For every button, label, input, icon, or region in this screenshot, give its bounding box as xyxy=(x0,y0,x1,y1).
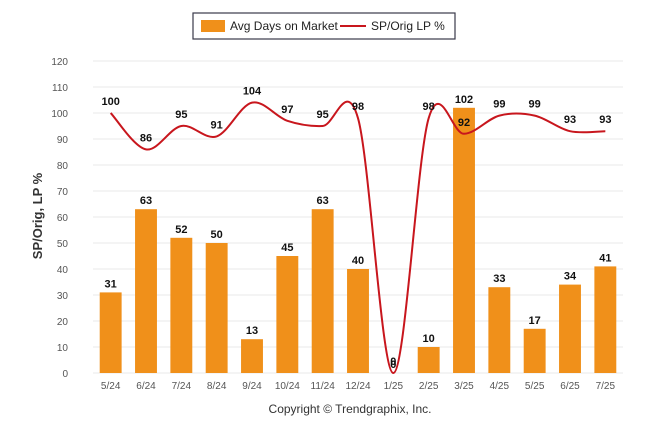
line-value-label: 93 xyxy=(599,114,611,126)
bar-value-label: 45 xyxy=(281,242,293,254)
line-value-label: 91 xyxy=(211,119,223,131)
line-value-label: 99 xyxy=(529,99,541,111)
line-value-label: 98 xyxy=(352,101,364,113)
line-value-label: 104 xyxy=(243,86,262,98)
x-tick-label: 11/24 xyxy=(311,381,336,392)
line-value-label: 98 xyxy=(423,101,435,113)
y-tick-label: 0 xyxy=(62,369,68,380)
x-tick-label: 7/25 xyxy=(596,381,616,392)
bar-value-label: 40 xyxy=(352,255,364,267)
bar[interactable] xyxy=(347,269,369,373)
line-value-label: 0 xyxy=(390,356,396,368)
bar-value-label: 31 xyxy=(105,278,117,290)
bar[interactable] xyxy=(417,347,440,373)
bar[interactable] xyxy=(311,209,334,373)
legend-bar-label[interactable]: Avg Days on Market xyxy=(230,19,338,33)
bar-value-label: 41 xyxy=(599,252,611,264)
y-tick-label: 50 xyxy=(57,239,69,250)
bar[interactable] xyxy=(135,209,157,373)
bar[interactable] xyxy=(276,256,299,373)
x-tick-label: 7/24 xyxy=(172,381,192,392)
x-tick-label: 5/24 xyxy=(101,381,121,392)
legend: Avg Days on Market SP/Orig LP % xyxy=(192,12,456,40)
bar[interactable] xyxy=(99,292,122,373)
y-tick-label: 10 xyxy=(57,343,69,354)
y-tick-label: 20 xyxy=(57,317,69,328)
bar[interactable] xyxy=(205,243,228,373)
line-value-label: 99 xyxy=(493,99,505,111)
y-tick-label: 100 xyxy=(51,109,68,120)
line-value-label: 97 xyxy=(281,104,293,116)
x-tick-label: 1/25 xyxy=(384,381,404,392)
y-tick-label: 120 xyxy=(51,57,68,68)
bar-value-label: 52 xyxy=(175,224,187,236)
x-tick-label: 12/24 xyxy=(345,381,370,392)
sp-orig-line[interactable] xyxy=(109,100,606,375)
bar-value-label: 63 xyxy=(140,195,152,207)
bar[interactable] xyxy=(453,107,475,374)
y-tick-label: 110 xyxy=(52,83,68,94)
line-value-label: 100 xyxy=(101,96,119,108)
bar-series xyxy=(99,107,617,374)
x-tick-label: 10/24 xyxy=(275,381,300,392)
x-tick-label: 6/25 xyxy=(560,381,580,392)
y-tick-label: 60 xyxy=(57,213,69,224)
legend-line-label[interactable]: SP/Orig LP % xyxy=(371,19,445,33)
bar-value-label: 17 xyxy=(529,315,541,327)
bar-value-label: 63 xyxy=(317,195,329,207)
y-tick-label: 40 xyxy=(57,265,69,276)
bar-value-label: 50 xyxy=(211,229,223,241)
bar-value-label: 13 xyxy=(246,325,258,337)
x-tick-label: 5/25 xyxy=(525,381,545,392)
y-axis-ticks: 0 10 20 30 40 50 60 70 80 90 100 110 120 xyxy=(51,57,68,380)
y-axis-title: SP/Orig, LP % xyxy=(30,172,45,259)
copyright-credit: Copyright © Trendgraphix, Inc. xyxy=(269,402,432,416)
bar[interactable] xyxy=(170,237,193,373)
x-tick-label: 4/25 xyxy=(490,381,510,392)
bar[interactable] xyxy=(241,339,263,373)
line-value-label: 95 xyxy=(317,109,329,121)
bar-value-label: 0 xyxy=(390,359,396,371)
bar-value-label: 102 xyxy=(455,94,473,106)
bar-value-label: 34 xyxy=(564,271,577,283)
y-tick-label: 80 xyxy=(57,161,69,172)
data-labels: 31 63 52 50 13 45 63 40 0 10 102 33 17 34 41 100 86 95 91 1… xyxy=(101,86,611,371)
line-series xyxy=(109,100,606,375)
y-tick-label: 30 xyxy=(57,291,69,302)
bar[interactable] xyxy=(523,328,546,373)
bar[interactable] xyxy=(594,266,617,373)
bar-value-label: 33 xyxy=(493,273,505,285)
line-value-label: 86 xyxy=(140,132,152,144)
bar-value-label: 10 xyxy=(423,333,435,345)
line-value-label: 93 xyxy=(564,114,576,126)
line-value-label: 95 xyxy=(175,109,187,121)
x-tick-label: 9/24 xyxy=(242,381,262,392)
y-tick-label: 90 xyxy=(57,135,69,146)
legend-frame xyxy=(192,12,456,40)
bar[interactable] xyxy=(488,287,511,373)
x-tick-label: 8/24 xyxy=(207,381,227,392)
bar[interactable] xyxy=(559,284,581,373)
x-axis-ticks: 5/24 6/24 7/24 8/24 9/24 10/24 11/24 12/24 1/25 2… xyxy=(101,381,616,392)
line-value-label: 92 xyxy=(458,117,470,129)
legend-bar-swatch xyxy=(201,20,225,32)
y-tick-label: 70 xyxy=(57,187,69,198)
x-tick-label: 3/25 xyxy=(454,381,474,392)
x-tick-label: 6/24 xyxy=(136,381,156,392)
x-tick-label: 2/25 xyxy=(419,381,439,392)
